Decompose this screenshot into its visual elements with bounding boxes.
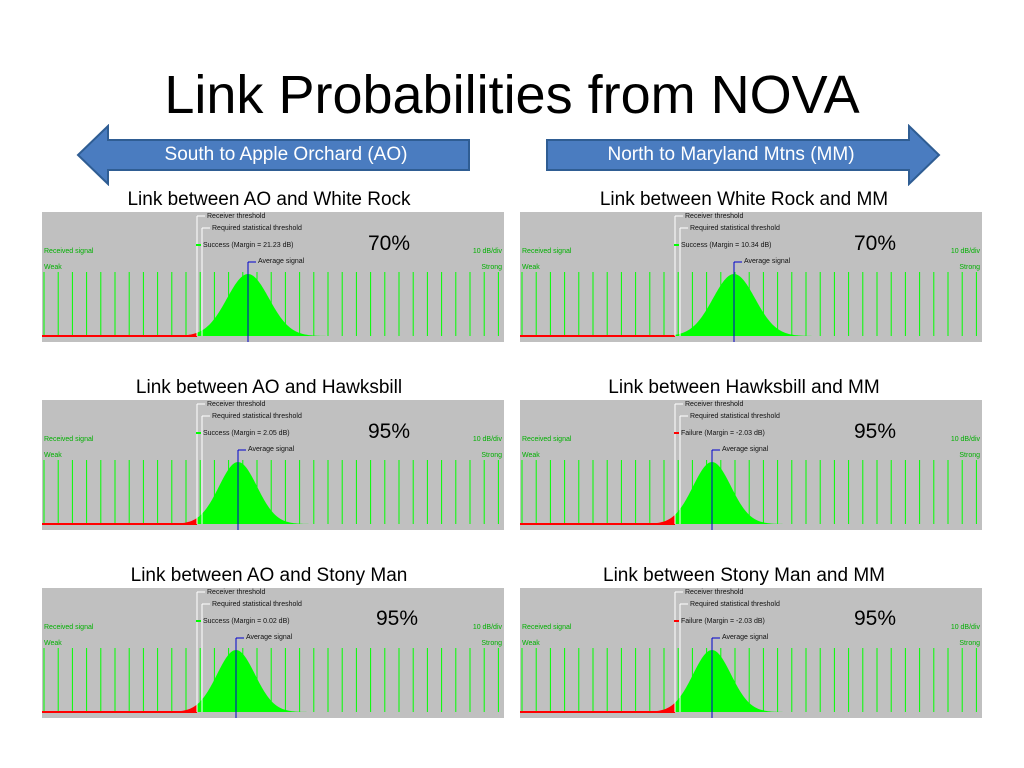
weak-label: Weak	[522, 452, 540, 459]
scale-label: 10 dB/div	[472, 248, 502, 255]
failure-area	[520, 514, 675, 524]
north-arrow: North to Maryland Mtns (MM)	[545, 124, 941, 186]
required-threshold-label: Required statistical threshold	[212, 225, 302, 232]
strong-label: Strong	[481, 452, 502, 459]
slide-title: Link Probabilities from NOVA	[164, 65, 860, 125]
signal-panel: Received signal Weak 10 dB/div Strong Receiv…	[520, 588, 982, 718]
scale-label: 10 dB/div	[950, 436, 980, 443]
signal-distribution-plot	[42, 591, 504, 718]
success-area	[197, 274, 504, 336]
signal-panel: Received signal Weak 10 dB/div Strong Receiv…	[42, 588, 504, 718]
link-status-label: Failure (Margin = -2.03 dB)	[681, 618, 765, 625]
failure-area	[42, 704, 197, 712]
required-threshold-label: Required statistical threshold	[690, 413, 780, 420]
weak-label: Weak	[44, 640, 62, 647]
receiver-threshold-label: Receiver threshold	[207, 589, 266, 596]
probability-percent: 95%	[854, 607, 897, 630]
average-signal-label: Average signal	[744, 258, 791, 265]
signal-distribution-plot	[520, 403, 982, 530]
signal-panel: Received signal Weak 10 dB/div Strong Receiv…	[520, 212, 982, 342]
receiver-threshold-label: Receiver threshold	[207, 213, 266, 220]
panel-title: Link between White Rock and MM	[599, 189, 889, 210]
signal-distribution-plot	[42, 215, 504, 342]
success-area	[675, 650, 982, 712]
scale-label: 10 dB/div	[472, 436, 502, 443]
received-signal-label: Received signal	[522, 248, 572, 255]
weak-label: Weak	[44, 452, 62, 459]
average-signal-label: Average signal	[246, 634, 293, 641]
link-status-label: Success (Margin = 0.02 dB)	[203, 618, 290, 625]
signal-panel: Received signal Weak 10 dB/div Strong Receiv…	[42, 212, 504, 342]
received-signal-label: Received signal	[44, 624, 94, 631]
link-status-label: Failure (Margin = -2.03 dB)	[681, 430, 765, 437]
required-threshold-label: Required statistical threshold	[690, 601, 780, 608]
weak-label: Weak	[522, 264, 540, 271]
required-threshold-label: Required statistical threshold	[690, 225, 780, 232]
signal-distribution-plot	[520, 215, 982, 342]
probability-percent: 95%	[376, 607, 419, 630]
weak-label: Weak	[44, 264, 62, 271]
signal-panel: Received signal Weak 10 dB/div Strong Receiv…	[520, 400, 982, 530]
south-arrow-label: South to Apple Orchard (AO)	[164, 144, 408, 165]
scale-label: 10 dB/div	[472, 624, 502, 631]
average-signal-label: Average signal	[248, 446, 295, 453]
strong-label: Strong	[481, 264, 502, 271]
panel-title: Link between AO and White Rock	[127, 189, 411, 210]
strong-label: Strong	[959, 264, 980, 271]
signal-distribution-plot	[42, 403, 504, 530]
scale-label: 10 dB/div	[950, 248, 980, 255]
panel-title: Link between Hawksbill and MM	[608, 377, 880, 398]
required-threshold-label: Required statistical threshold	[212, 413, 302, 420]
success-area	[675, 462, 982, 524]
link-status-label: Success (Margin = 2.05 dB)	[203, 430, 290, 437]
receiver-threshold-label: Receiver threshold	[685, 401, 744, 408]
received-signal-label: Received signal	[522, 624, 572, 631]
panel-title: Link between AO and Hawksbill	[135, 377, 403, 398]
strong-label: Strong	[959, 640, 980, 647]
strong-label: Strong	[959, 452, 980, 459]
receiver-threshold-label: Receiver threshold	[685, 589, 744, 596]
weak-label: Weak	[522, 640, 540, 647]
success-area	[675, 274, 982, 336]
received-signal-label: Received signal	[44, 248, 94, 255]
average-signal-label: Average signal	[722, 634, 769, 641]
receiver-threshold-label: Receiver threshold	[207, 401, 266, 408]
signal-panel: Received signal Weak 10 dB/div Strong Receiv…	[42, 400, 504, 530]
failure-area	[520, 702, 675, 712]
required-threshold-label: Required statistical threshold	[212, 601, 302, 608]
right-arrow-shape	[546, 124, 941, 186]
panel-title: Link between Stony Man and MM	[603, 565, 885, 586]
probability-percent: 70%	[854, 232, 897, 255]
probability-percent: 70%	[368, 232, 411, 255]
success-area	[197, 650, 504, 712]
average-signal-label: Average signal	[722, 446, 769, 453]
left-arrow-shape	[76, 124, 470, 186]
scale-label: 10 dB/div	[950, 624, 980, 631]
link-status-label: Success (Margin = 21.23 dB)	[203, 242, 294, 249]
south-arrow: South to Apple Orchard (AO)	[76, 124, 472, 186]
receiver-threshold-label: Receiver threshold	[685, 213, 744, 220]
received-signal-label: Received signal	[44, 436, 94, 443]
probability-percent: 95%	[368, 420, 411, 443]
probability-percent: 95%	[854, 420, 897, 443]
north-arrow-label: North to Maryland Mtns (MM)	[607, 144, 855, 165]
average-signal-label: Average signal	[258, 258, 305, 265]
panel-title: Link between AO and Stony Man	[130, 565, 408, 586]
received-signal-label: Received signal	[522, 436, 572, 443]
signal-distribution-plot	[520, 591, 982, 718]
link-status-label: Success (Margin = 10.34 dB)	[681, 242, 772, 249]
success-area	[197, 462, 504, 524]
strong-label: Strong	[481, 640, 502, 647]
